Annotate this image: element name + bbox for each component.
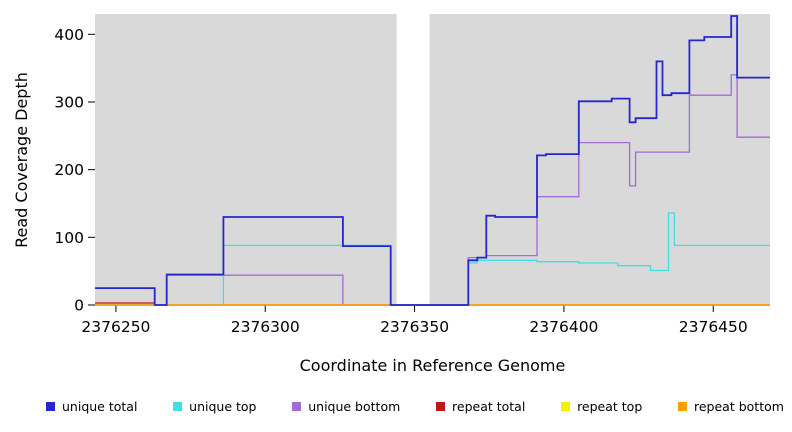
legend-swatch-unique-bottom: [292, 402, 302, 411]
coverage-gap-band: [396, 14, 430, 305]
legend-swatch-repeat-bottom: [678, 402, 687, 411]
y-tick-label: 400: [54, 26, 84, 44]
y-tick-label: 300: [54, 93, 84, 111]
x-tick-label: 2376350: [380, 318, 449, 336]
legend-label-repeat-top: repeat top: [577, 399, 643, 414]
x-tick-label: 2376250: [81, 318, 150, 336]
legend-item-repeat-total: repeat total: [436, 399, 525, 414]
legend-label-repeat-total: repeat total: [452, 399, 526, 414]
series-line-unique-total: [95, 15, 770, 306]
x-tick-label: 2376450: [679, 318, 748, 336]
y-tick-label: 100: [54, 229, 84, 247]
legend-item-repeat-top: repeat top: [561, 399, 642, 414]
legend-item-repeat-bottom: repeat bottom: [678, 399, 784, 414]
legend-label-unique-total: unique total: [62, 399, 138, 414]
chart-legend: unique total unique top unique bottom re…: [46, 399, 784, 414]
legend-swatch-unique-top: [173, 402, 183, 411]
y-tick-label: 0: [74, 297, 84, 315]
legend-swatch-repeat-top: [561, 402, 571, 411]
plot-background: [95, 14, 770, 305]
legend-label-unique-bottom: unique bottom: [308, 399, 401, 414]
legend-item-unique-top: unique top: [173, 399, 256, 414]
x-tick-label: 2376400: [529, 318, 598, 336]
x-tick-label: 2376300: [231, 318, 300, 336]
legend-item-unique-bottom: unique bottom: [292, 399, 400, 414]
legend-item-unique-total: unique total: [46, 399, 137, 414]
x-axis-label: Coordinate in Reference Genome: [299, 356, 566, 375]
legend-swatch-unique-total: [46, 402, 55, 411]
y-tick-label: 200: [54, 161, 84, 179]
y-axis-label: Read Coverage Depth: [12, 72, 31, 248]
legend-label-repeat-bottom: repeat bottom: [694, 399, 784, 414]
legend-swatch-repeat-total: [436, 402, 446, 411]
legend-label-unique-top: unique top: [189, 399, 257, 414]
